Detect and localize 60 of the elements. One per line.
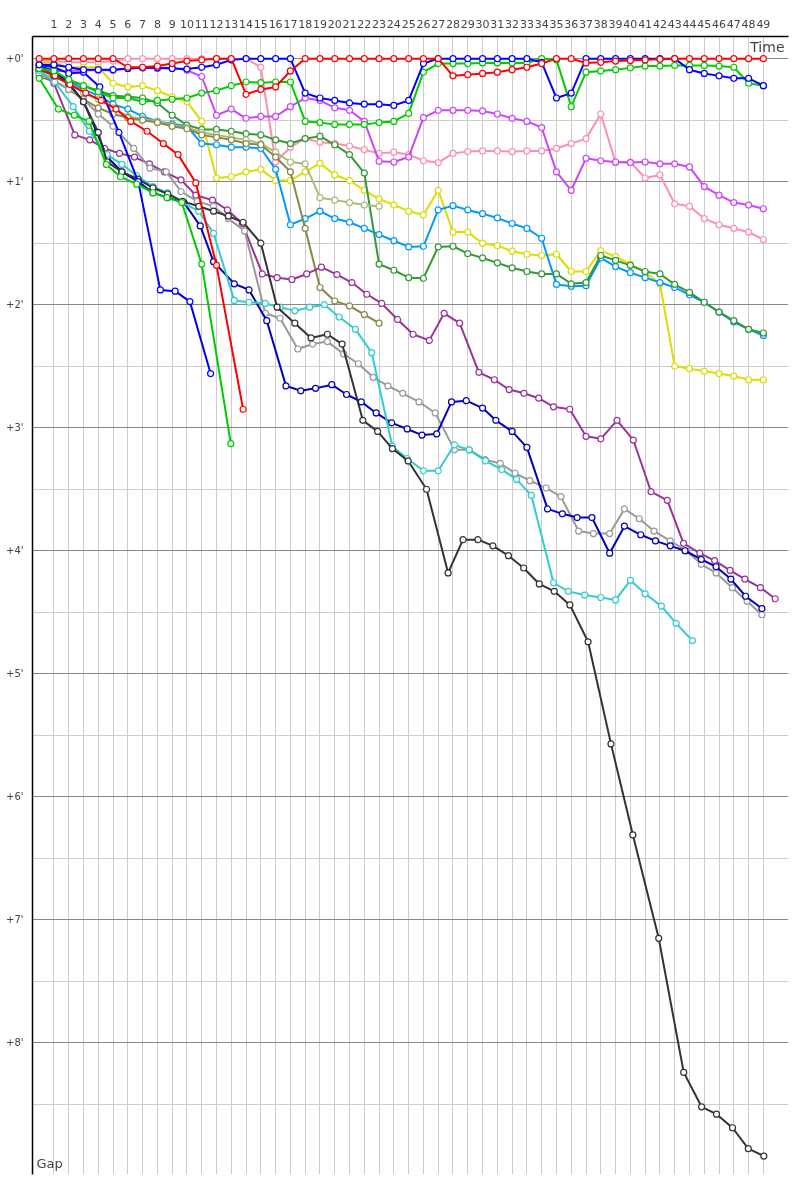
x-tick-label: 4 (94, 17, 102, 31)
x-tick-label: 15 (253, 17, 268, 31)
y-tick-label: +5' (6, 668, 24, 680)
x-tick-label: 36 (564, 17, 579, 31)
x-tick-label: 40 (623, 17, 638, 31)
x-tick-label: 3 (79, 17, 87, 31)
x-tick-label: 18 (298, 17, 313, 31)
x-tick-label: 20 (327, 17, 342, 31)
x-tick-label: 39 (608, 17, 623, 31)
x-tick-label: 29 (460, 17, 475, 31)
x-tick-label: 41 (638, 17, 653, 31)
x-tick-label: 7 (139, 17, 147, 31)
y-tick-label: +6' (6, 791, 24, 803)
y-tick-label: +2' (6, 299, 24, 311)
x-tick-label: 8 (153, 17, 161, 31)
y-axis-title: Gap (36, 1155, 63, 1171)
x-tick-label: 31 (490, 17, 505, 31)
x-tick-label: 11 (194, 17, 209, 31)
x-tick-label: 33 (519, 17, 534, 31)
x-tick-label: 16 (268, 17, 283, 31)
x-tick-label: 26 (416, 17, 431, 31)
x-tick-label: 28 (445, 17, 460, 31)
x-tick-label: 37 (579, 17, 594, 31)
y-tick-label: +1' (6, 176, 24, 188)
x-tick-label: 30 (475, 17, 490, 31)
x-tick-label: 13 (224, 17, 239, 31)
x-tick-label: 49 (756, 17, 771, 31)
y-tick-label: +3' (6, 422, 24, 434)
x-tick-label: 45 (697, 17, 712, 31)
x-tick-label: 48 (741, 17, 756, 31)
x-axis-title: Time (749, 38, 785, 55)
x-tick-label: 14 (239, 17, 254, 31)
x-tick-label: 25 (401, 17, 416, 31)
y-tick-label: +0' (6, 53, 24, 65)
y-tick-label: +8' (6, 1037, 24, 1049)
x-tick-label: 17 (283, 17, 298, 31)
x-tick-label: 32 (505, 17, 520, 31)
x-tick-label: 24 (386, 17, 401, 31)
x-tick-label: 10 (179, 17, 194, 31)
x-tick-label: 9 (168, 17, 176, 31)
x-tick-label: 38 (593, 17, 608, 31)
y-tick-label: +4' (6, 545, 24, 557)
y-tick-label: +7' (6, 914, 24, 926)
x-tick-label: 46 (712, 17, 727, 31)
x-tick-label: 19 (312, 17, 327, 31)
x-tick-label: 23 (372, 17, 387, 31)
x-tick-label: 1 (50, 17, 58, 31)
x-tick-label: 42 (652, 17, 667, 31)
x-tick-label: 27 (431, 17, 446, 31)
x-tick-label: 21 (342, 17, 357, 31)
x-tick-label: 47 (726, 17, 741, 31)
x-tick-label: 5 (109, 17, 117, 31)
x-tick-label: 6 (124, 17, 132, 31)
x-tick-label: 12 (209, 17, 224, 31)
x-tick-label: 44 (682, 17, 697, 31)
x-tick-label: 43 (667, 17, 682, 31)
x-tick-label: 35 (549, 17, 564, 31)
x-tick-label: 34 (534, 17, 549, 31)
x-tick-label: 2 (65, 17, 73, 31)
x-tick-label: 22 (357, 17, 372, 31)
